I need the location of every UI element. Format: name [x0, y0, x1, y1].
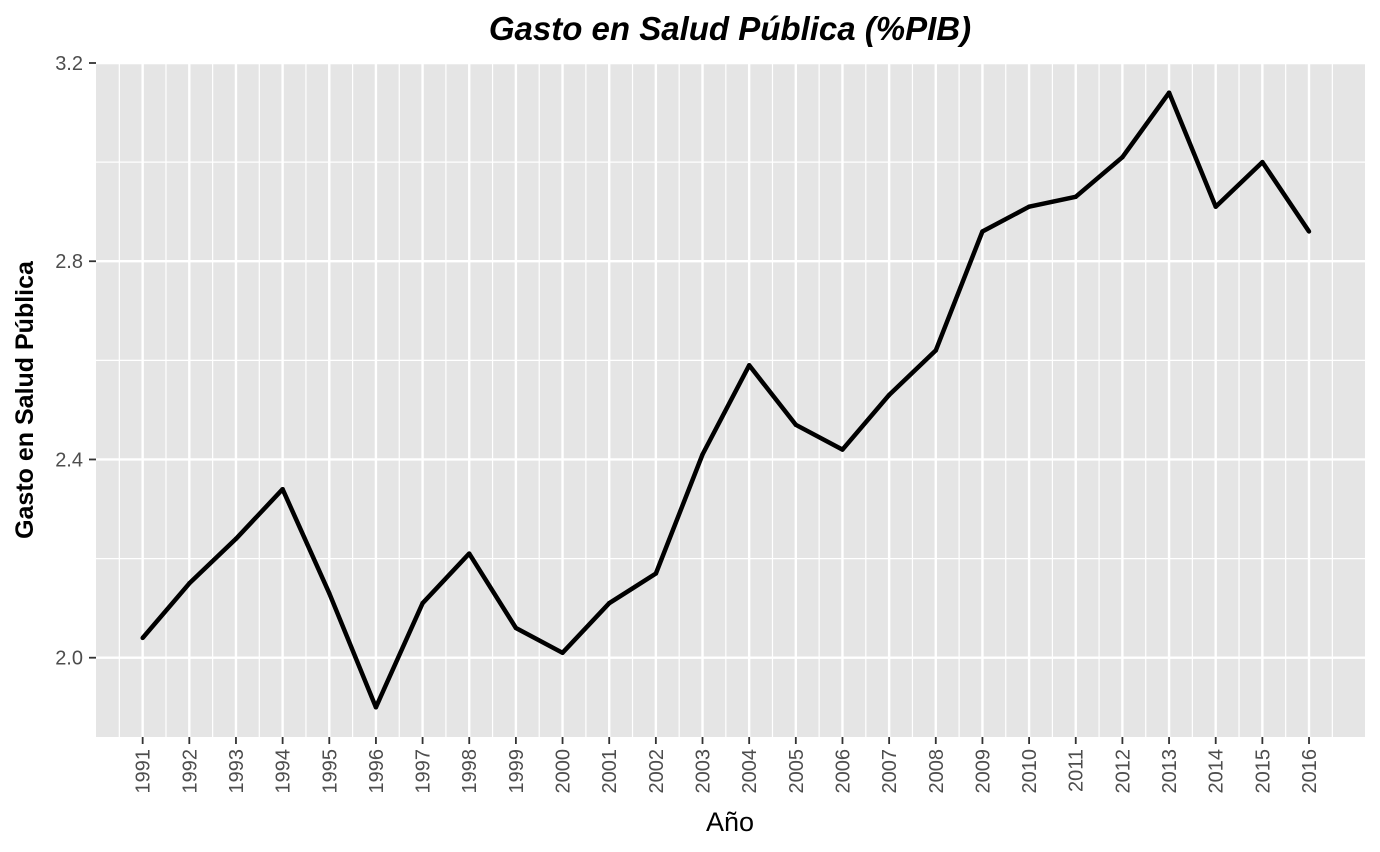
- x-tick-label: 1992: [179, 749, 201, 794]
- y-tick-label: 3.2: [55, 53, 83, 75]
- x-tick-label: 1996: [366, 749, 388, 794]
- x-tick-label: 2004: [739, 749, 761, 794]
- data-point: [1026, 204, 1032, 209]
- series-layer: [140, 90, 1312, 710]
- data-point: [1306, 229, 1312, 234]
- major-gridlines: [96, 61, 1365, 737]
- x-tick-label: 1999: [506, 749, 528, 794]
- y-tick-label: 2.4: [55, 449, 83, 471]
- x-tick-label: 1998: [459, 749, 481, 794]
- data-point: [653, 571, 659, 576]
- data-point: [1120, 154, 1125, 160]
- x-tick-label: 2012: [1112, 749, 1134, 794]
- data-point: [886, 392, 892, 398]
- data-point: [933, 348, 938, 353]
- data-point: [606, 600, 612, 606]
- x-tick-label: 1994: [273, 749, 295, 794]
- data-point: [793, 422, 799, 427]
- x-tick-label: 1997: [413, 749, 435, 794]
- x-tick-label: 2013: [1159, 749, 1181, 794]
- x-tick-label: 2009: [972, 749, 994, 794]
- x-tick-label: 2003: [693, 749, 715, 794]
- x-axis: 1991 1992 1993 1994 1995 1996 1997 1998 1999 2000…: [133, 737, 1321, 794]
- x-tick-label: 2016: [1299, 749, 1321, 794]
- data-point: [140, 635, 145, 641]
- data-point: [233, 536, 239, 541]
- x-tick-label: 2007: [879, 749, 901, 794]
- x-tick-label: 2001: [599, 749, 621, 794]
- y-axis: 2.0 2.4 2.8 3.2: [55, 53, 96, 670]
- x-axis-title: Año: [706, 807, 754, 837]
- data-point: [187, 581, 192, 586]
- x-tick-label: 2000: [553, 749, 575, 794]
- x-tick-label: 2005: [786, 749, 808, 794]
- x-tick-label: 2010: [1019, 749, 1041, 794]
- data-point: [560, 650, 565, 655]
- x-tick-label: 2006: [832, 749, 854, 794]
- data-point: [840, 447, 845, 452]
- data-point: [280, 487, 285, 492]
- data-point: [980, 229, 985, 234]
- data-point: [1213, 204, 1218, 209]
- x-tick-label: 1991: [133, 749, 155, 794]
- data-point: [513, 625, 519, 631]
- x-tick-label: 2002: [646, 749, 668, 794]
- data-point: [1073, 194, 1078, 200]
- x-tick-label: 2011: [1066, 749, 1088, 792]
- series-line: [140, 90, 1311, 710]
- x-tick-label: 2015: [1252, 749, 1274, 794]
- minor-gridlines: [96, 63, 1365, 737]
- data-point: [467, 551, 472, 556]
- x-tick-label: 2008: [926, 749, 948, 794]
- x-tick-label: 2014: [1206, 749, 1228, 794]
- x-tick-label: 1995: [319, 749, 341, 794]
- y-tick-label: 2.0: [55, 648, 83, 670]
- data-point: [1260, 159, 1265, 165]
- data-point: [1166, 90, 1172, 95]
- data-point: [700, 452, 705, 457]
- data-point: [420, 600, 425, 606]
- y-axis-title: Gasto en Salud Pública: [11, 260, 39, 539]
- y-tick-label: 2.8: [55, 251, 83, 273]
- data-point: [746, 363, 752, 368]
- data-point: [373, 705, 379, 710]
- chart-title: Gasto en Salud Pública (%PIB): [489, 10, 971, 47]
- data-point: [327, 591, 332, 596]
- x-tick-label: 1993: [226, 749, 248, 794]
